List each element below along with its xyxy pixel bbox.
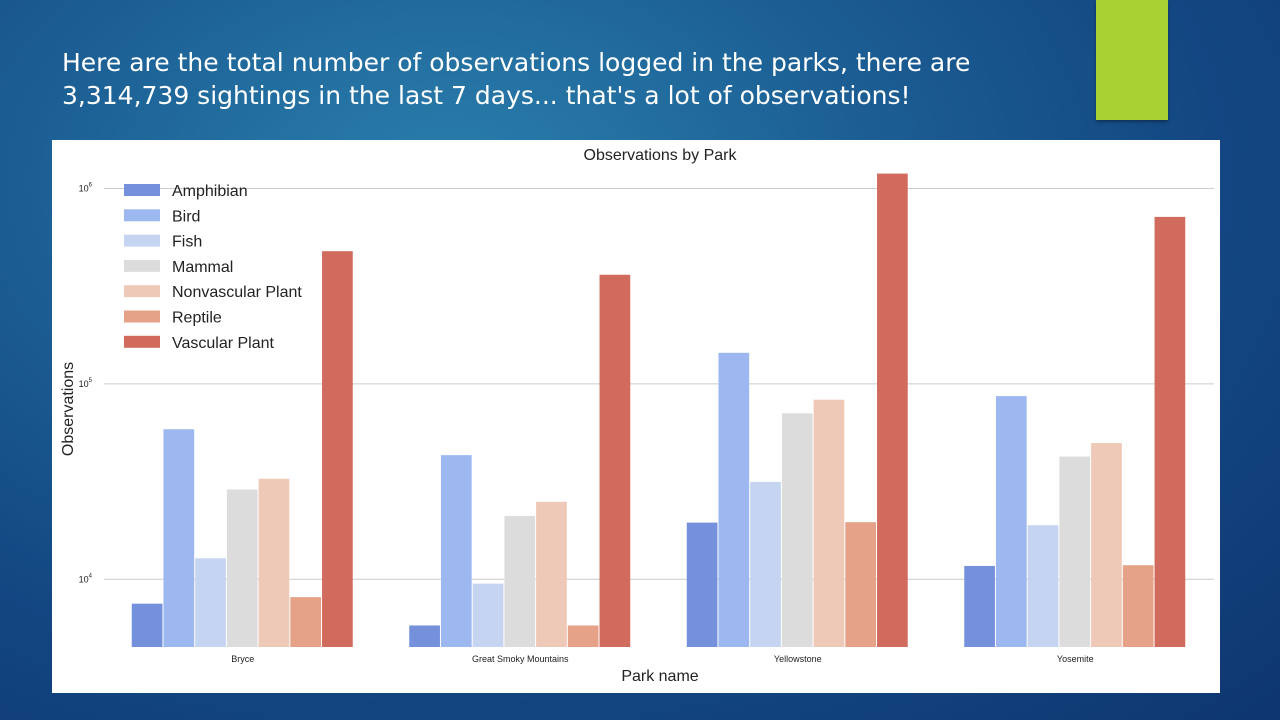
bar-yellowstone-mammal — [781, 413, 813, 647]
legend-swatch-amphibian — [124, 184, 160, 196]
x-tick-label: Great Smoky Mountains — [472, 654, 569, 664]
bar-bryce-nonvascular-plant — [258, 478, 290, 647]
bar-yosemite-vascular-plant — [1154, 216, 1186, 647]
bar-yellowstone-bird — [718, 352, 750, 647]
bar-yosemite-reptile — [1122, 565, 1154, 647]
legend-swatch-fish — [124, 234, 160, 247]
bar-yosemite-nonvascular-plant — [1091, 443, 1122, 647]
legend-label-mammal: Mammal — [172, 259, 233, 276]
y-ticks: 104 105 106 — [79, 183, 93, 585]
legend-label-reptile: Reptile — [172, 310, 222, 327]
bar-great-smoky-mountains-bird — [440, 455, 472, 647]
legend-label-fish: Fish — [172, 234, 202, 251]
legend-label-amphibian: Amphibian — [172, 183, 248, 200]
legend-swatch-mammal — [124, 259, 160, 272]
bar-bryce-reptile — [290, 597, 322, 647]
legend-swatch-vascular-plant — [124, 335, 160, 348]
x-tick-label: Yellowstone — [774, 654, 822, 664]
bar-bryce-bird — [163, 429, 195, 647]
bar-yosemite-amphibian — [964, 565, 995, 647]
bar-bryce-amphibian — [131, 603, 163, 647]
legend-swatch-bird — [124, 209, 160, 222]
x-tick-label: Yosemite — [1057, 654, 1094, 664]
bars — [131, 173, 1186, 647]
bar-bryce-fish — [195, 558, 226, 647]
bar-yellowstone-fish — [750, 481, 781, 647]
bar-yosemite-bird — [995, 396, 1027, 647]
bar-great-smoky-mountains-mammal — [504, 515, 536, 647]
observations-chart: 104 105 106 Bryce Great Smoky Mountains Yell… — [60, 147, 1214, 685]
legend-swatch-nonvascular-plant — [124, 285, 160, 298]
y-tick-label: 105 — [79, 378, 93, 389]
bar-bryce-mammal — [226, 489, 258, 647]
legend-label-nonvascular-plant: Nonvascular Plant — [172, 284, 302, 301]
bar-bryce-vascular-plant — [322, 251, 353, 647]
slide-title-line-2: 3,314,739 sightings in the last 7 days..… — [62, 81, 911, 110]
bar-great-smoky-mountains-nonvascular-plant — [536, 501, 567, 647]
bar-yellowstone-amphibian — [686, 522, 718, 647]
bar-great-smoky-mountains-reptile — [567, 625, 599, 647]
bar-yellowstone-nonvascular-plant — [813, 399, 845, 647]
bar-yellowstone-reptile — [845, 522, 877, 647]
legend: Amphibian Bird Fish Mammal Nonvascular Plant… — [124, 183, 302, 352]
y-tick-label: 106 — [79, 183, 93, 194]
legend-label-vascular-plant: Vascular Plant — [172, 335, 275, 352]
legend-label-bird: Bird — [172, 208, 200, 225]
y-tick-label: 104 — [79, 573, 93, 584]
x-ticks: Bryce Great Smoky Mountains Yellowstone Yos… — [231, 654, 1093, 664]
y-axis-label: Observations — [60, 362, 77, 456]
accent-rectangle — [1096, 0, 1168, 120]
bar-great-smoky-mountains-vascular-plant — [599, 274, 631, 647]
slide-title-line-1: Here are the total number of observation… — [62, 48, 971, 77]
x-axis-label: Park name — [621, 668, 698, 685]
legend-swatch-reptile — [124, 310, 160, 323]
bar-yosemite-fish — [1027, 525, 1059, 647]
bar-great-smoky-mountains-fish — [472, 583, 504, 647]
slide-title: Here are the total number of observation… — [62, 46, 1062, 112]
x-tick-label: Bryce — [231, 654, 254, 664]
bar-yosemite-mammal — [1059, 456, 1091, 647]
bar-yellowstone-vascular-plant — [877, 173, 908, 647]
chart-title: Observations by Park — [584, 147, 738, 164]
chart-container: 104 105 106 Bryce Great Smoky Mountains Yell… — [52, 140, 1220, 693]
bar-great-smoky-mountains-amphibian — [409, 625, 440, 647]
